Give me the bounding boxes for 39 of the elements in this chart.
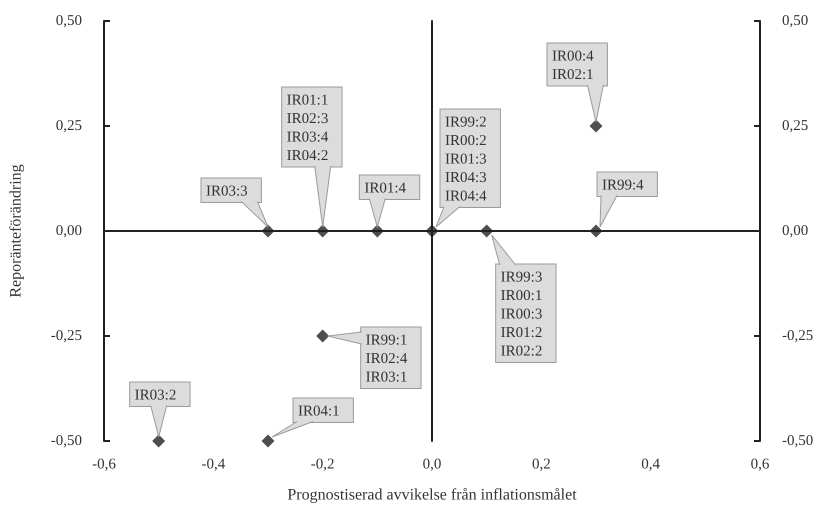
point [480,224,494,238]
point [316,224,330,238]
y2-tick-label: -0,50 [782,433,814,449]
y-tick-label: -0,25 [50,328,82,344]
y2-tick-label: -0,25 [782,328,814,344]
y2-tick-label: 0,25 [782,118,808,134]
annotation: IR00:4 IR02:1 [552,48,594,83]
y-tick-label: 0,25 [56,118,82,134]
point [370,224,384,238]
annotation: IR04:1 [298,403,340,420]
y-tick-label: -0,50 [50,433,82,449]
annotation: IR99:3 IR00:1 IR00:3 IR01:2 IR02:2 [500,269,542,360]
annotation: IR99:4 [602,177,644,194]
x-tick-label: -0,6 [92,456,116,472]
y-tick-label: 0,00 [56,223,82,239]
y-tick-label: 0,50 [56,13,82,29]
x-tick-label: -0,2 [310,456,335,472]
annotation: IR01:4 [364,180,406,196]
annotation: IR01:1 IR02:3 IR03:4 IR04:2 [286,92,329,164]
x-axis-title: Prognostiserad avvikelse från inflationsmålet [287,486,578,504]
point [590,120,602,132]
y-axis-title: Reporänteförändring [8,164,24,298]
x-tick-label: 0,0 [422,456,442,472]
annotation: IR99:2 IR00:2 IR01:3 IR04:3 IR04:4 [445,114,488,204]
x-tick-label: 0,4 [641,456,661,472]
x-tick-label: 0,6 [750,456,770,472]
point [316,330,330,342]
y2-tick-label: 0,00 [782,223,808,239]
point [426,224,438,238]
point [152,434,166,448]
annotation: IR99:1 IR02:4 IR03:1 [366,332,408,386]
y2-tick-label: 0,50 [782,13,808,29]
x-tick-label: -0,4 [201,456,226,472]
point [590,224,602,238]
point [262,434,274,448]
x-tick-label: 0,2 [532,456,551,472]
point [262,224,274,238]
annotation: IR03:3 [206,183,248,200]
annotation: IR03:2 [134,387,176,404]
